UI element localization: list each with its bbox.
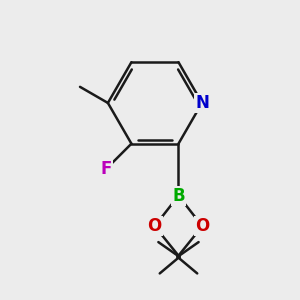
Text: B: B (172, 187, 185, 205)
Text: F: F (100, 160, 112, 178)
Text: N: N (195, 94, 209, 112)
Text: O: O (148, 217, 162, 235)
Text: O: O (195, 217, 209, 235)
